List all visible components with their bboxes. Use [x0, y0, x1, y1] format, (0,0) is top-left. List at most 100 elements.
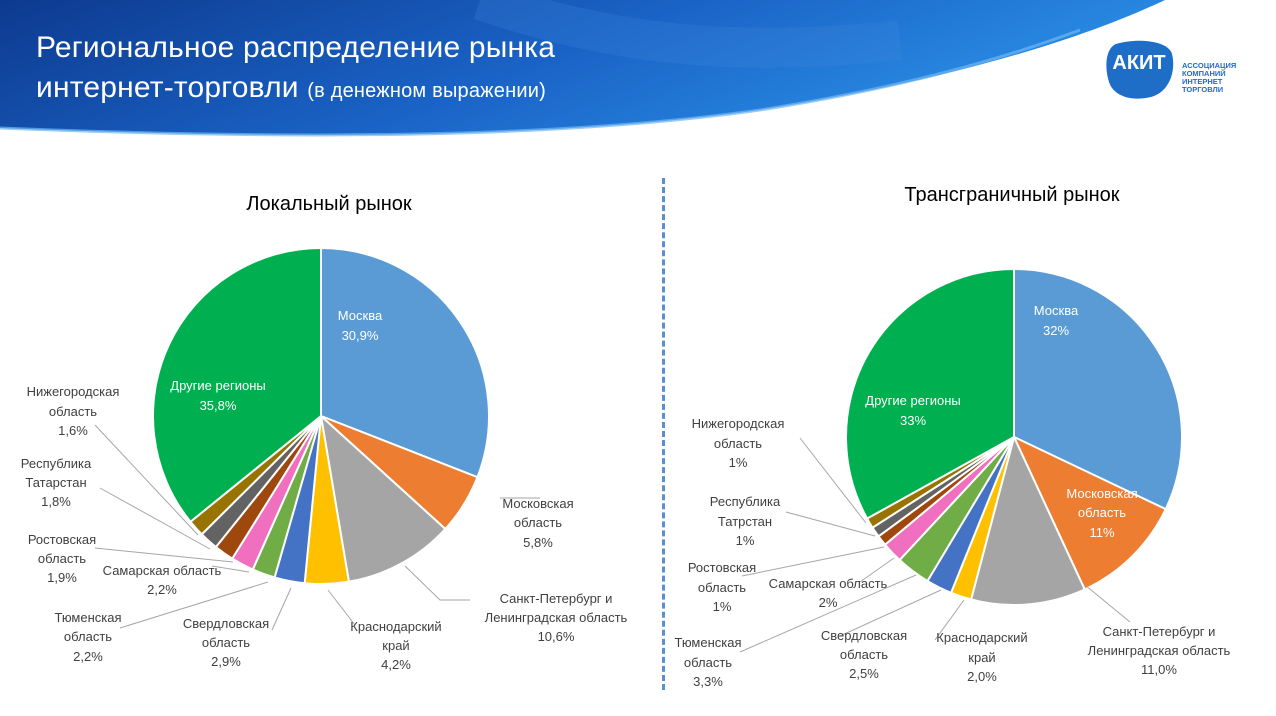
svg-text:Московская: Московская: [1066, 486, 1137, 501]
slice-label-value: 33%: [900, 413, 926, 428]
slice-label-moscow-oblast: Московская область 11%: [1066, 486, 1137, 540]
pie-slices: [152, 246, 491, 585]
slice-label-value: 35,8%: [200, 398, 237, 413]
logo-tagline: АССОЦИАЦИЯ КОМПАНИЙ ИНТЕРНЕТ ТОРГОВЛИ: [1182, 61, 1237, 94]
svg-text:Краснодарский: Краснодарский: [936, 630, 1027, 645]
svg-text:область: область: [49, 404, 97, 419]
slice-label-value: 5,8%: [523, 535, 553, 550]
leader-line: [739, 574, 917, 653]
svg-text:Ленинградская область: Ленинградская область: [1088, 643, 1231, 658]
slice-label-value: 1%: [713, 599, 732, 614]
slice-label-name: Самарская область: [769, 576, 888, 591]
leader-line: [94, 424, 199, 536]
svg-text:Краснодарский: Краснодарский: [350, 619, 441, 634]
leader-lines: [94, 424, 540, 631]
leader-line: [1084, 584, 1131, 623]
slice-label-value: 30,9%: [342, 328, 379, 343]
leader-line: [859, 557, 895, 583]
svg-text:Республика: Республика: [710, 494, 781, 509]
chart-divider: [662, 178, 665, 690]
leader-lines: [739, 437, 1131, 653]
leader-line: [271, 587, 292, 631]
svg-text:Санкт-Петербург и: Санкт-Петербург и: [500, 591, 613, 606]
slice-label-tyumen: Тюменская область 3,3%: [674, 635, 741, 689]
slice-label-sverdlovsk: Свердловская область 2,5%: [821, 628, 907, 681]
header-banner: [0, 0, 1165, 137]
svg-text:Московская: Московская: [502, 496, 573, 511]
slice-label-value: 1%: [736, 533, 755, 548]
slice-label-nizhny: Нижегородская область 1%: [692, 416, 785, 470]
slice-label-spb: Санкт-Петербург и Ленинградская область …: [1088, 624, 1231, 677]
slice-label-name: Другие регионы: [865, 393, 960, 408]
slice-label-moscow: Москва 30,9%: [338, 308, 383, 343]
svg-text:край: край: [382, 638, 409, 653]
svg-text:Ростовская: Ростовская: [28, 532, 96, 547]
local-market-chart: Локальный рынок Москва 30,9% Другие реги…: [21, 193, 628, 672]
slice-label-value: 4,2%: [381, 657, 411, 672]
slice-label-krasnodar: Краснодарский край 4,2%: [350, 619, 441, 672]
svg-text:область: область: [714, 436, 762, 451]
slice-label-spb: Санкт-Петербург и Ленинградская область …: [485, 591, 628, 644]
slice-label-value: 1,8%: [41, 494, 71, 509]
svg-text:область: область: [684, 655, 732, 670]
slice-label-rostov: Ростовская область 1,9%: [28, 532, 96, 585]
slice-label-nizhny: Нижегородская область 1,6%: [27, 384, 120, 438]
svg-text:край: край: [968, 650, 995, 665]
slice-label-moscow: Москва 32%: [1034, 303, 1079, 338]
slice-label-other-regions: Другие регионы 35,8%: [170, 378, 265, 413]
logo-name: АКИТ: [1112, 52, 1166, 74]
pie-slice: [1013, 267, 1183, 511]
pie-slice: [845, 267, 1015, 520]
leader-line: [934, 599, 965, 641]
svg-text:область: область: [38, 551, 86, 566]
svg-text:Ленинградская область: Ленинградская область: [485, 610, 628, 625]
slice-label-value: 2,5%: [849, 666, 879, 681]
leader-line: [119, 581, 269, 629]
leader-line: [94, 547, 234, 563]
pie-slice: [320, 246, 491, 479]
slice-label-value: 11,0%: [1141, 662, 1177, 677]
svg-text:Свердловская: Свердловская: [183, 616, 269, 631]
slice-label-moscow-oblast: Московская область 5,8%: [502, 496, 573, 550]
svg-text:Татарстан: Татарстан: [25, 475, 86, 490]
leader-line: [211, 565, 250, 573]
pie-slice: [152, 246, 322, 524]
slice-label-value: 1,6%: [58, 423, 88, 438]
svg-text:область: область: [202, 635, 250, 650]
slice-label-name: Москва: [338, 308, 383, 323]
slice-label-samara: Самарская область 2%: [769, 576, 888, 610]
slice-label-value: 32%: [1043, 323, 1069, 338]
slice-label-samara: Самарская область 2,2%: [103, 563, 222, 597]
slice-label-name: Москва: [1034, 303, 1079, 318]
svg-text:область: область: [1078, 505, 1126, 520]
leader-line: [99, 487, 211, 550]
slice-label-value: 1,9%: [47, 570, 77, 585]
slice-label-value: 10,6%: [538, 629, 575, 644]
pie-slice: [1011, 434, 1168, 591]
title-subtitle: (в денежном выражении): [307, 80, 546, 102]
svg-text:Нижегородская: Нижегородская: [692, 416, 785, 431]
leader-line: [799, 437, 867, 524]
svg-text:область: область: [698, 580, 746, 595]
slice-label-value: 2,2%: [147, 582, 177, 597]
leader-line: [839, 589, 942, 637]
svg-text:область: область: [840, 647, 888, 662]
akit-logo: АКИТ АССОЦИАЦИЯ КОМПАНИЙ ИНТЕРНЕТ ТОРГОВ…: [1106, 40, 1246, 100]
slice-label-name: Другие регионы: [170, 378, 265, 393]
leader-line: [327, 589, 356, 626]
slice-label-other-regions: Другие регионы 33%: [865, 393, 960, 428]
slice-label-value: 11%: [1089, 525, 1114, 540]
slice-label-value: 2,9%: [211, 654, 241, 669]
svg-text:Санкт-Петербург и: Санкт-Петербург и: [1103, 624, 1216, 639]
crossborder-market-chart: Трансграничный рынок Москва 32% Другие р…: [674, 184, 1230, 689]
svg-text:Свердловская: Свердловская: [821, 628, 907, 643]
slice-label-tatarstan: Республика Татарстан 1,8%: [21, 456, 92, 509]
slice-label-value: 2,0%: [967, 669, 997, 684]
slice-label-value: 1%: [729, 455, 748, 470]
slide-title: Региональное распределение рынка интерне…: [36, 28, 555, 111]
slice-label-value: 2%: [819, 595, 838, 610]
leader-line: [785, 511, 876, 537]
svg-text:Нижегородская: Нижегородская: [27, 384, 120, 399]
leader-line: [741, 546, 885, 577]
